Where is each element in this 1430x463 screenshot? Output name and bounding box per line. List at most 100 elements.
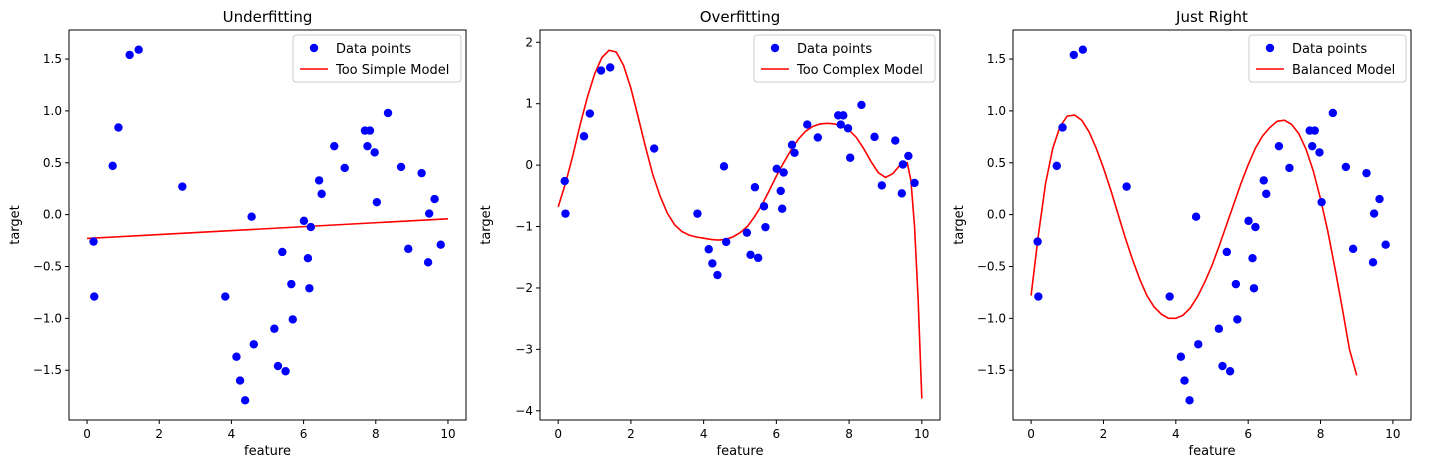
- x-tick-label: 0: [83, 427, 91, 441]
- y-tick-label: 0.5: [987, 156, 1006, 170]
- data-point: [1328, 108, 1338, 118]
- data-point: [270, 324, 279, 333]
- data-point: [1375, 194, 1384, 204]
- data-point: [898, 160, 908, 169]
- y-tick-label: 1.5: [987, 52, 1006, 66]
- data-point: [430, 194, 439, 204]
- y-tick-label: 0.0: [43, 208, 62, 222]
- data-point: [839, 111, 848, 120]
- data-point: [1033, 237, 1042, 246]
- y-axis-label: target: [952, 205, 967, 245]
- data-point: [704, 245, 713, 254]
- y-axis-label: target: [8, 205, 23, 245]
- data-point: [1078, 45, 1088, 54]
- legend-label-line: Too Complex Model: [796, 63, 923, 78]
- data-point: [877, 181, 887, 190]
- data-point: [1218, 361, 1227, 371]
- data-point: [1369, 209, 1379, 218]
- data-point: [1308, 141, 1317, 151]
- data-point: [372, 197, 382, 207]
- y-tick-label: 1.5: [43, 52, 62, 66]
- x-axis-label: feature: [1189, 444, 1236, 459]
- x-tick-label: 8: [845, 427, 853, 441]
- data-point: [1122, 182, 1131, 191]
- data-point: [713, 270, 722, 280]
- data-point: [560, 176, 569, 186]
- data-point: [1341, 162, 1351, 172]
- data-point: [108, 161, 117, 171]
- data-point: [772, 164, 781, 173]
- x-tick-label: 0: [1027, 427, 1035, 441]
- data-point: [708, 259, 717, 268]
- data-point: [1274, 141, 1284, 151]
- x-tick-label: 8: [1317, 427, 1325, 441]
- data-point: [1052, 161, 1061, 171]
- data-point: [1185, 396, 1194, 405]
- x-tick-label: 6: [1244, 427, 1252, 441]
- data-point: [404, 244, 413, 254]
- data-point: [843, 124, 853, 133]
- data-point: [89, 237, 98, 246]
- data-point: [306, 222, 316, 232]
- legend-box: [1248, 34, 1407, 83]
- y-tick-label: −1.0: [977, 311, 1006, 325]
- data-point: [370, 148, 379, 157]
- x-tick-label: 10: [440, 427, 455, 441]
- data-point: [1214, 324, 1224, 333]
- data-point: [845, 153, 855, 162]
- subplot-1: Underfitting 0 2 4 6 8 10 −1.5 −1.0 −0.5 0.0 0.5 1.0…: [8, 8, 467, 459]
- data-point: [1069, 50, 1078, 60]
- axes-frame: [539, 29, 941, 421]
- y-tick-label: 0.5: [43, 156, 62, 170]
- data-point: [1285, 163, 1294, 173]
- data-point: [287, 279, 296, 289]
- data-point: [1248, 253, 1257, 263]
- chart-title: Just Right: [1175, 8, 1248, 26]
- model-line: [1030, 114, 1358, 376]
- data-point: [1233, 315, 1242, 324]
- data-point: [1180, 376, 1189, 385]
- axes-frame: [68, 29, 467, 421]
- data-point: [273, 361, 283, 371]
- data-point: [330, 141, 339, 151]
- legend: Data points Balanced Model: [1248, 34, 1407, 83]
- data-point: [417, 168, 426, 178]
- data-point: [1194, 340, 1203, 349]
- x-tick-label: 4: [1172, 427, 1180, 441]
- chart-title: Underfitting: [223, 8, 313, 26]
- legend-label-points: Data points: [1292, 42, 1367, 57]
- data-point: [649, 144, 659, 153]
- legend-box: [753, 34, 936, 83]
- data-point: [303, 253, 313, 263]
- data-point: [746, 250, 755, 259]
- data-point: [235, 376, 245, 385]
- legend-marker-points: [770, 43, 780, 53]
- legend-box: [292, 34, 462, 83]
- data-point: [314, 176, 324, 185]
- y-tick-label: −1.0: [33, 311, 62, 325]
- data-point: [114, 123, 123, 132]
- data-point: [761, 222, 770, 232]
- data-point: [1362, 168, 1371, 178]
- y-axis-label: target: [479, 205, 494, 245]
- y-tick-label: 2: [525, 35, 533, 49]
- data-point: [790, 148, 799, 158]
- data-point: [1251, 222, 1260, 232]
- x-tick-label: 2: [627, 427, 635, 441]
- data-point: [693, 209, 702, 218]
- data-point: [1034, 292, 1043, 301]
- y-tick-label: −1: [515, 220, 533, 234]
- x-tick-label: 6: [773, 427, 781, 441]
- data-point: [436, 240, 445, 249]
- data-point: [904, 151, 913, 161]
- y-tick-label: 1.0: [987, 104, 1006, 118]
- legend-label-points: Data points: [797, 42, 872, 57]
- data-point: [1058, 123, 1067, 132]
- data-point: [813, 133, 823, 142]
- y-tick-label: −0.5: [977, 259, 1006, 273]
- data-point: [281, 367, 290, 376]
- data-point: [1310, 126, 1319, 135]
- x-axis-label: feature: [244, 444, 291, 459]
- data-point: [178, 182, 187, 191]
- legend-label-line: Balanced Model: [1292, 63, 1395, 78]
